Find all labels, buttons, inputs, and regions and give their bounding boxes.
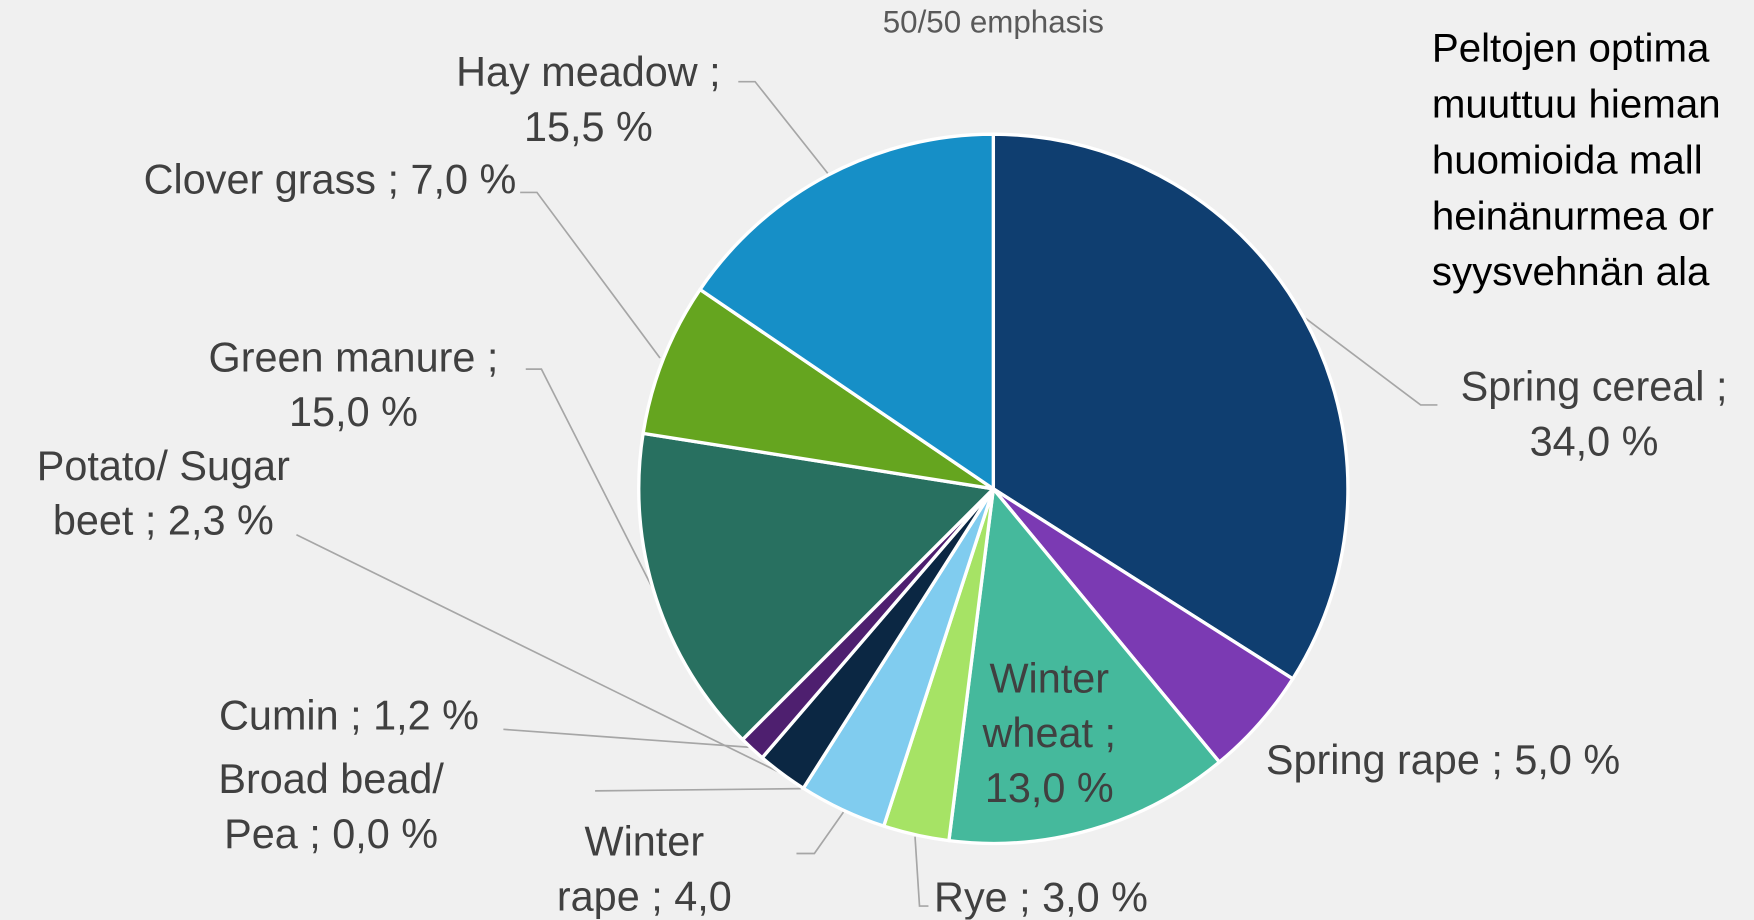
data-label: Potato/ Sugar beet ; 2,3 %: [36, 442, 290, 544]
data-label: Green manure ; 15,0 %: [208, 334, 499, 436]
data-label: Clover grass ; 7,0 %: [143, 156, 517, 203]
pie: [637, 132, 1350, 846]
leader-line: [595, 787, 801, 792]
note-line: huomioida mall: [1431, 136, 1703, 183]
pie-slice: [947, 487, 1222, 846]
pie-slice: [641, 287, 996, 491]
data-label: Winter wheat ; 13,0 %: [982, 655, 1116, 811]
pie-slice: [698, 132, 996, 491]
chart-title: 50/50 emphasis: [882, 4, 1104, 40]
note-line: heinänurmea or: [1431, 192, 1714, 239]
leader-line: [914, 836, 929, 907]
leader-lines: [296, 80, 1438, 907]
leader-line: [296, 533, 784, 775]
leader-line: [738, 80, 829, 174]
leader-line: [1302, 315, 1438, 406]
data-label: Hay meadow ; 15,5 %: [456, 49, 721, 150]
leader-line: [520, 191, 661, 359]
leader-line: [503, 728, 750, 749]
data-label: Spring cereal ; 34,0 %: [1460, 363, 1728, 465]
data-label: Rye ; 3,0 %: [934, 874, 1149, 920]
pie-slice: [637, 431, 996, 742]
data-label: Spring rape ; 5,0 %: [1265, 737, 1621, 784]
data-label: Broad bead/ Pea ; 0,0 %: [218, 756, 444, 857]
leader-line: [525, 368, 659, 599]
note-line: muuttuu hieman: [1431, 80, 1721, 127]
note-line: Peltojen optima: [1431, 24, 1710, 71]
leader-line: [796, 811, 845, 855]
data-label: Cumin ; 1,2 %: [219, 692, 479, 739]
note-line: syysvehnän ala: [1431, 248, 1710, 295]
side-note: Peltojen optima muuttuu hieman huomioida m…: [1432, 20, 1721, 300]
pie-slice: [991, 132, 1350, 681]
data-label: Winter rape ; 4,0: [556, 818, 732, 920]
